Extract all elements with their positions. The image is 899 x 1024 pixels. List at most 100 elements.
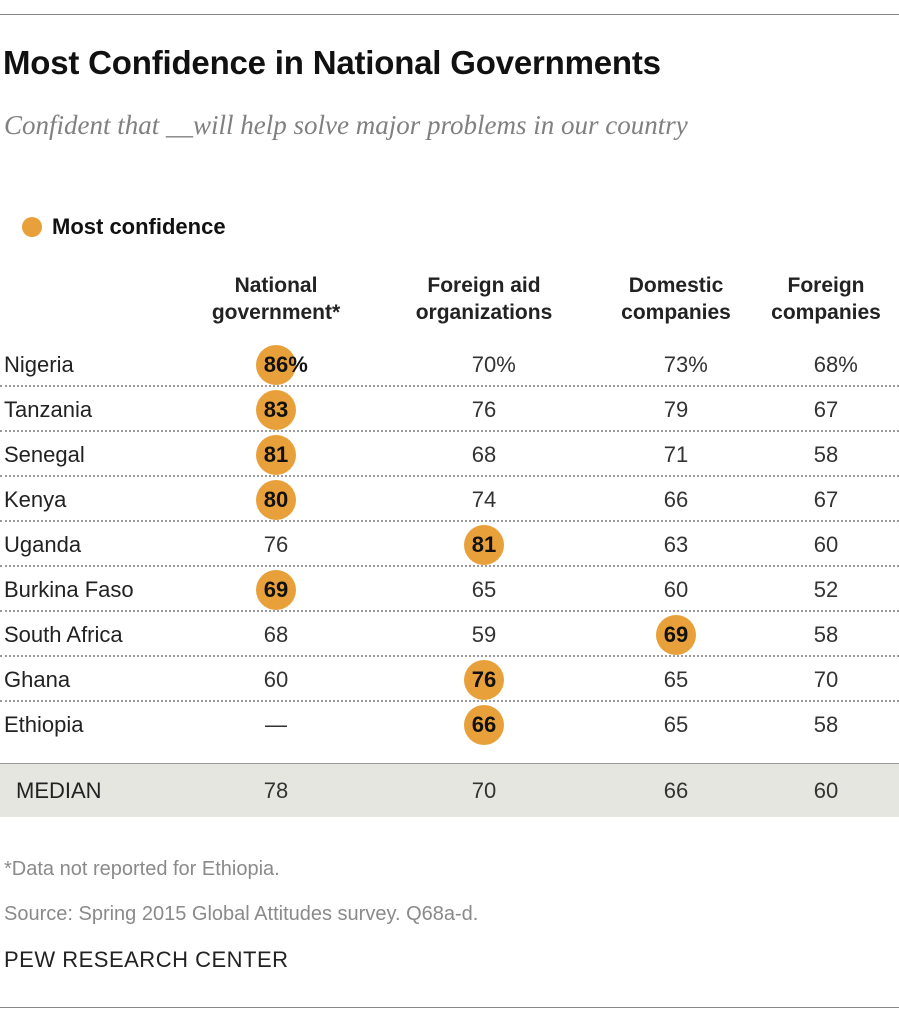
top-rule [0, 14, 899, 15]
median-value: 60 [813, 778, 839, 803]
country-label: Kenya [4, 487, 67, 512]
brand-label: PEW RESEARCH CENTER [4, 947, 289, 972]
highlight-dot-icon [256, 569, 296, 610]
table-row: Burkina Faso 69 65 60 52 [0, 567, 899, 612]
value-label: 70 [813, 666, 839, 692]
value-cell: 58 [776, 702, 876, 747]
value-cell: 68% [776, 342, 876, 387]
value-cell: 60 [776, 522, 876, 567]
median-value: 66 [663, 778, 689, 803]
value-cell: 68 [434, 432, 534, 477]
value-label: 74 [471, 486, 497, 512]
value-label: 52 [813, 576, 839, 602]
value-label: 76 [263, 531, 289, 557]
country-label: Ethiopia [4, 712, 84, 737]
column-header-line: companies [621, 301, 731, 324]
value-label: 80 [263, 486, 289, 512]
value-label: 81 [263, 441, 289, 467]
country-label: Uganda [4, 532, 82, 557]
country-label: Nigeria [4, 352, 74, 377]
value-cell: 65 [626, 702, 726, 747]
table-row: South Africa 68 59 69 58 [0, 612, 899, 657]
value-label: 76 [471, 666, 497, 692]
value-cell: 60 [226, 657, 326, 702]
table-row: Ghana 60 76 65 70 [0, 657, 899, 702]
country-label: Ghana [4, 667, 71, 692]
row-divider [0, 385, 899, 387]
value-cell: 59 [434, 612, 534, 657]
value-cell: 76 [434, 657, 534, 702]
percent-sign: % [688, 351, 708, 377]
row-divider [0, 655, 899, 657]
value-cell: 76 [434, 387, 534, 432]
legend: Most confidence [22, 214, 226, 240]
value-cell: 86% [226, 342, 326, 387]
column-header: Foreign aid organizations [394, 272, 574, 326]
value-label: 79 [663, 396, 689, 422]
value-cell: 66 [626, 477, 726, 522]
value-cell: 63 [626, 522, 726, 567]
value-cell: 65 [626, 657, 726, 702]
median-label: MEDIAN [16, 778, 102, 803]
value-label: 70% [471, 351, 516, 377]
value-label: 69 [263, 576, 289, 602]
value-label: 60 [813, 531, 839, 557]
country-label: South Africa [4, 622, 123, 647]
value-label: 69 [663, 621, 689, 647]
value-label: 83 [263, 396, 289, 422]
value-label: 81 [471, 531, 497, 557]
column-header: National government* [186, 272, 366, 326]
column-header-line: National [234, 274, 318, 297]
value-cell: 70% [434, 342, 534, 387]
row-divider [0, 700, 899, 702]
table-row: Tanzania 83 76 79 67 [0, 387, 899, 432]
table-row: Kenya 80 74 66 67 [0, 477, 899, 522]
value-label: 60 [263, 666, 289, 692]
value-cell: 79 [626, 387, 726, 432]
highlight-dot-icon [656, 614, 696, 655]
highlight-dot-icon [256, 344, 296, 385]
column-header: Foreign companies [736, 272, 899, 326]
value-cell: 58 [776, 432, 876, 477]
median-row: MEDIAN 78 70 66 60 [0, 763, 899, 817]
value-label: 65 [663, 711, 689, 737]
median-value: 78 [263, 778, 289, 803]
value-cell: 69 [226, 567, 326, 612]
table-row: Nigeria 86% 70% 73% 68% [0, 342, 899, 387]
value-cell: 65 [434, 567, 534, 612]
column-header-line: Foreign aid [427, 274, 541, 297]
value-cell: 67 [776, 477, 876, 522]
value-cell: 70 [776, 657, 876, 702]
value-label: 68% [813, 351, 858, 377]
value-cell: 81 [226, 432, 326, 477]
country-label: Tanzania [4, 397, 93, 422]
chart-subtitle: Confident that __will help solve major p… [4, 110, 688, 140]
column-header-line: Foreign [787, 274, 865, 297]
value-label: — [265, 711, 287, 737]
column-header-line: organizations [415, 301, 553, 324]
value-label: 59 [471, 621, 497, 647]
value-label: 68 [471, 441, 497, 467]
value-cell: 83 [226, 387, 326, 432]
value-cell: 67 [776, 387, 876, 432]
highlight-dot-icon [464, 659, 504, 700]
column-header-line: government* [211, 301, 341, 324]
value-cell: 69 [626, 612, 726, 657]
value-label: 58 [813, 711, 839, 737]
value-cell: 73% [626, 342, 726, 387]
value-cell: 52 [776, 567, 876, 612]
country-label: Senegal [4, 442, 85, 467]
value-label: 58 [813, 621, 839, 647]
value-label: 66 [471, 711, 497, 737]
value-label: 65 [471, 576, 497, 602]
value-label: 67 [813, 486, 839, 512]
value-cell: 81 [434, 522, 534, 567]
value-cell: 71 [626, 432, 726, 477]
row-divider [0, 430, 899, 432]
value-cell: — [226, 702, 326, 747]
value-label: 68 [263, 621, 289, 647]
legend-label: Most confidence [52, 214, 226, 239]
country-label: Burkina Faso [4, 577, 134, 602]
row-divider [0, 565, 899, 567]
table-row: Uganda 76 81 63 60 [0, 522, 899, 567]
